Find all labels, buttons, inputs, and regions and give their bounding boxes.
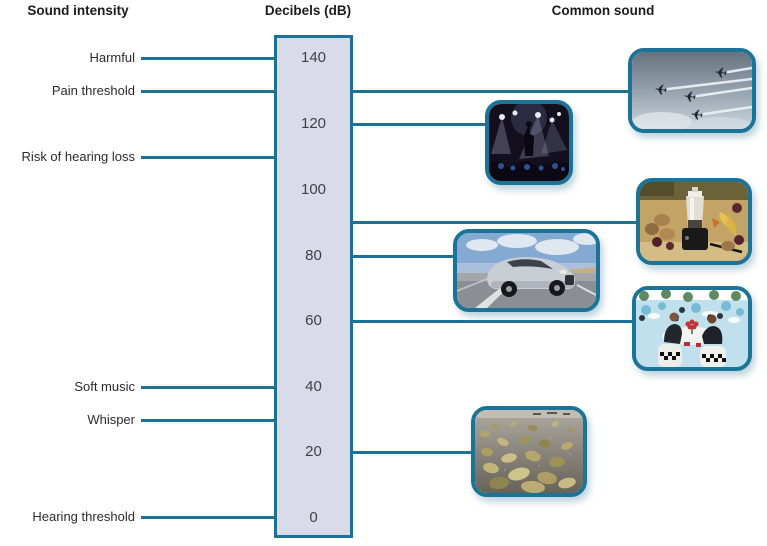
photo-leaves-on-ground <box>471 406 587 497</box>
tick-140: 140 <box>300 49 327 66</box>
svg-text:✈: ✈ <box>689 105 704 125</box>
connector-leaves <box>352 451 471 454</box>
header-decibels: Decibels (dB) <box>264 3 352 18</box>
label-whisper: Whisper <box>87 412 135 427</box>
connector-harmful <box>141 57 274 60</box>
label-hearing-threshold: Hearing threshold <box>32 509 135 524</box>
connector-risk-of-hearing-loss <box>141 156 274 159</box>
connector-restaurant <box>352 320 632 323</box>
tick-20: 20 <box>305 443 322 460</box>
label-harmful: Harmful <box>89 50 135 65</box>
header-common-sound: Common sound <box>551 3 655 18</box>
svg-text:✈: ✈ <box>682 87 697 107</box>
tick-0: 0 <box>309 509 318 526</box>
svg-text:✈: ✈ <box>713 63 728 83</box>
decibel-scale-bar <box>274 35 353 538</box>
label-risk-of-hearing-loss: Risk of hearing loss <box>21 149 135 164</box>
tick-120: 120 <box>300 115 327 132</box>
connector-hearing-threshold <box>141 516 274 519</box>
tick-60: 60 <box>305 312 322 329</box>
connector-blender <box>352 221 636 224</box>
leaves-image <box>475 410 583 493</box>
photo-food-blender <box>636 178 752 265</box>
label-soft-music: Soft music <box>74 379 135 394</box>
connector-concert <box>352 123 485 126</box>
photo-car-on-highway <box>453 229 600 312</box>
rock-concert-image <box>489 104 569 181</box>
connector-whisper <box>141 419 274 422</box>
photo-rock-concert <box>485 100 573 185</box>
connector-car <box>352 255 453 258</box>
photo-busy-restaurant <box>632 286 752 371</box>
label-pain-threshold: Pain threshold <box>51 83 135 98</box>
header-sound-intensity: Sound intensity <box>27 3 129 18</box>
car-image <box>457 233 596 308</box>
connector-jets <box>352 90 628 93</box>
restaurant-image <box>636 290 748 367</box>
food-blender-image <box>640 182 748 261</box>
tick-80: 80 <box>305 247 322 264</box>
photo-jet-planes: ✈ ✈ ✈ ✈ <box>628 48 756 133</box>
tick-100: 100 <box>300 181 327 198</box>
svg-text:✈: ✈ <box>653 80 668 100</box>
connector-pain-threshold <box>141 90 274 93</box>
connector-soft-music <box>141 386 274 389</box>
tick-40: 40 <box>305 378 322 395</box>
jet-planes-image: ✈ ✈ ✈ ✈ <box>632 52 752 129</box>
